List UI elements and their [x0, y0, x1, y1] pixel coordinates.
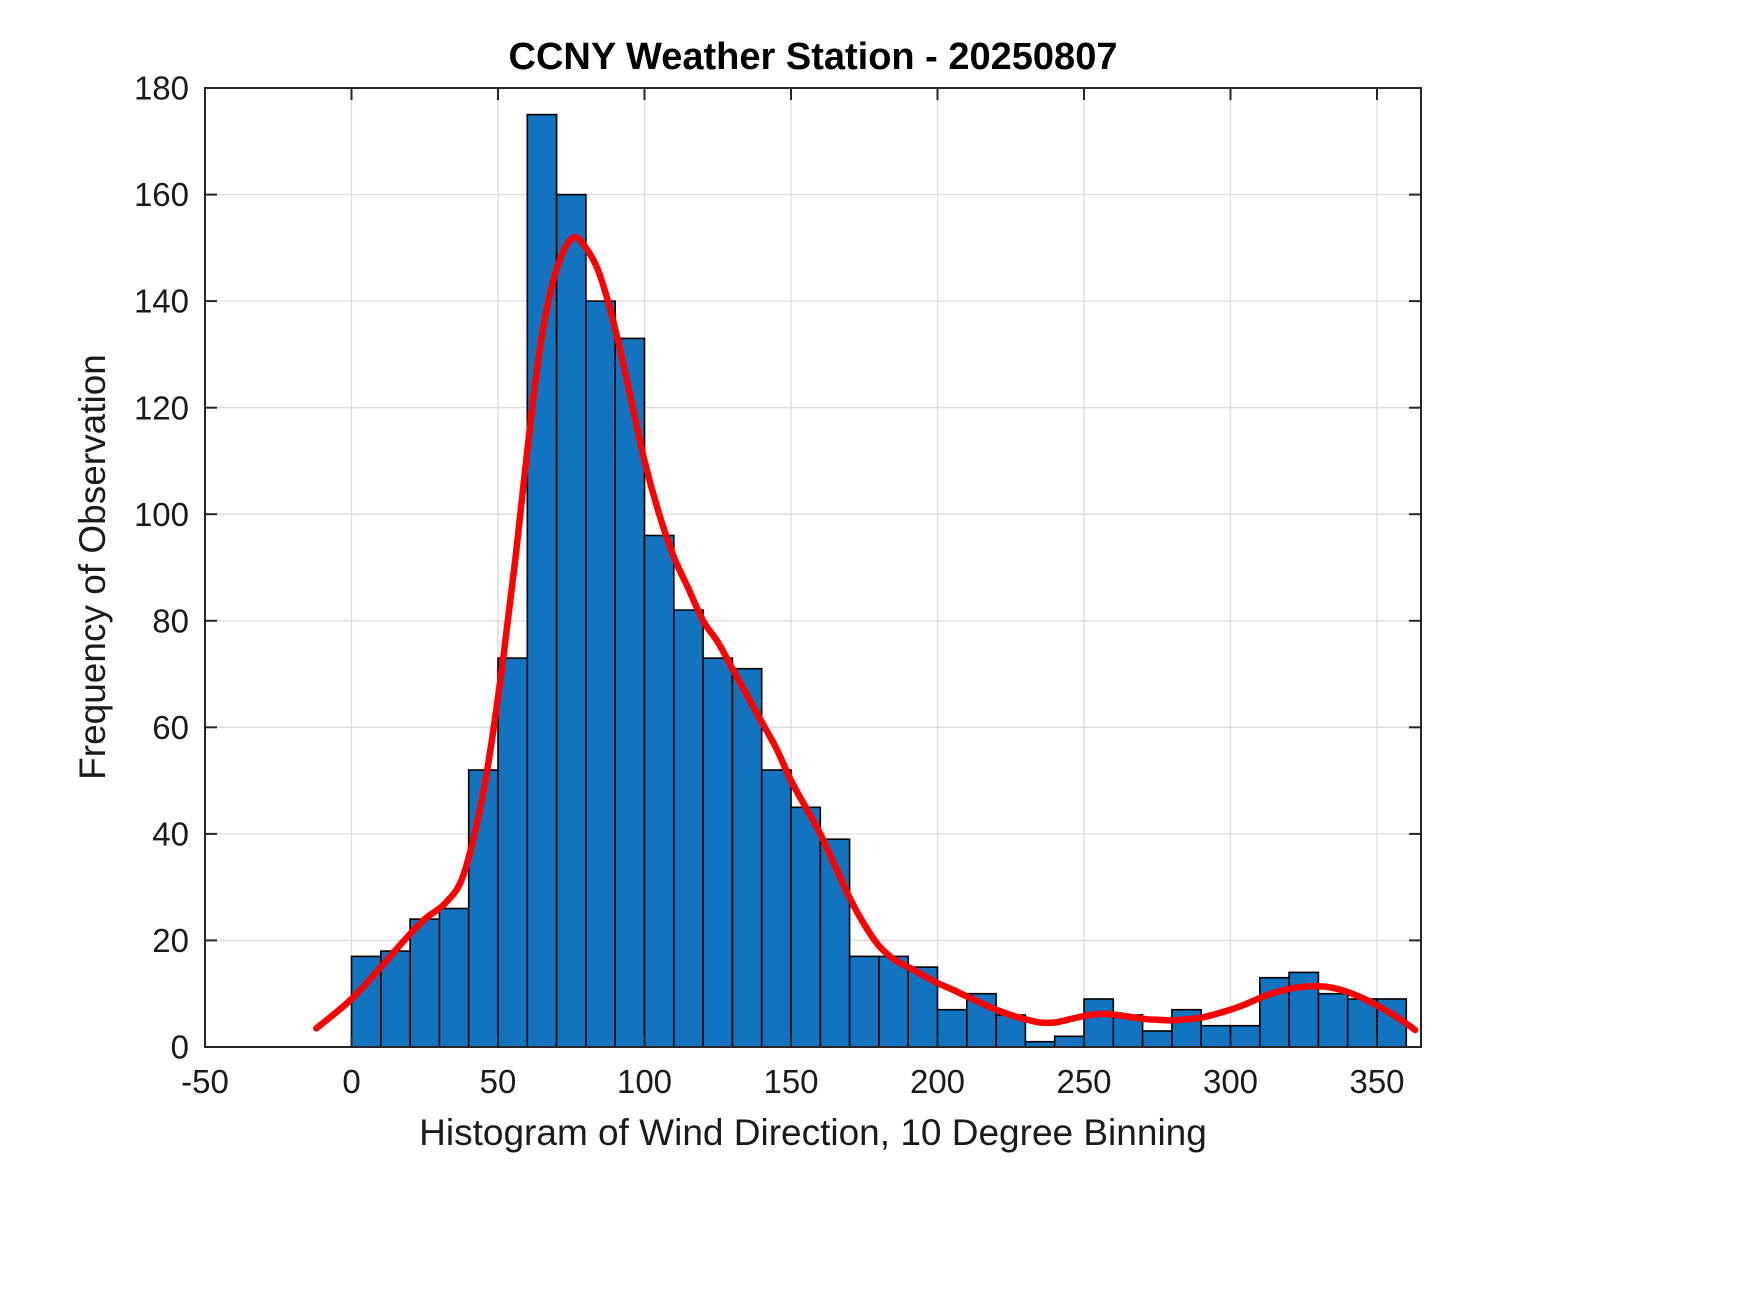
histogram-bar: [848, 955, 880, 1048]
histogram-bar: [1053, 1035, 1085, 1048]
histogram-bar: [585, 300, 617, 1048]
histogram-bar: [790, 806, 822, 1048]
y-tick-label: 140: [134, 283, 189, 320]
y-tick-label: 100: [134, 496, 189, 533]
y-tick-label: 80: [152, 602, 189, 639]
x-tick-label: 150: [763, 1063, 818, 1100]
x-tick-label: 350: [1349, 1063, 1404, 1100]
x-tick-label: 0: [342, 1063, 360, 1100]
x-tick-label: 200: [910, 1063, 965, 1100]
histogram-bar: [878, 955, 910, 1048]
histogram-bar: [555, 193, 587, 1048]
y-tick-label: 60: [152, 709, 189, 746]
x-tick-label: 250: [1056, 1063, 1111, 1100]
histogram-bar: [760, 769, 792, 1048]
histogram-bar: [1083, 998, 1115, 1048]
histogram-bar: [1200, 1024, 1232, 1048]
y-tick-label: 160: [134, 176, 189, 213]
histogram-bar: [467, 769, 499, 1048]
histogram-bar: [438, 907, 470, 1048]
y-tick-label: 40: [152, 815, 189, 852]
histogram-bar: [1317, 992, 1349, 1048]
histogram-bar: [1141, 1030, 1173, 1048]
y-tick-label: 0: [171, 1029, 189, 1066]
axes-box: [204, 87, 1422, 1048]
y-tick-label: 20: [152, 922, 189, 959]
histogram-bar: [672, 609, 704, 1048]
y-tick-label: 120: [134, 389, 189, 426]
histogram-bar: [1229, 1024, 1261, 1048]
histogram-bar: [731, 667, 763, 1048]
histogram-bar: [702, 657, 734, 1048]
histogram-bar: [936, 1008, 968, 1048]
histogram-bar: [409, 918, 441, 1048]
x-tick-label: 100: [617, 1063, 672, 1100]
fit-curve: [313, 233, 1419, 1034]
histogram-bar: [497, 657, 529, 1048]
x-tick-label: -50: [181, 1063, 229, 1100]
x-tick-label: 50: [480, 1063, 517, 1100]
y-tick-label: 180: [134, 70, 189, 107]
x-tick-label: 300: [1203, 1063, 1258, 1100]
histogram-bar: [643, 534, 675, 1048]
chart-title: CCNY Weather Station - 20250807: [508, 36, 1118, 78]
histogram-bar: [526, 113, 558, 1048]
x-axis-label: Histogram of Wind Direction, 10 Degree B…: [419, 1112, 1207, 1153]
histogram-bar: [819, 838, 851, 1048]
